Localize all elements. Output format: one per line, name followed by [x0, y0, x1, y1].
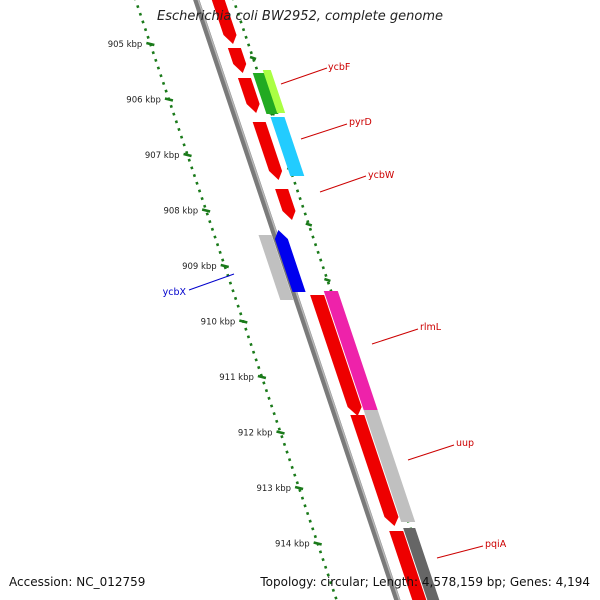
accession-text: Accession: NC_012759 [9, 575, 146, 589]
scale-tick-label: 910 kbp [201, 318, 236, 328]
gene-arrow [310, 295, 362, 416]
genome-backbone [193, 0, 401, 600]
scale-tick [313, 541, 322, 546]
scale-tick-label: 909 kbp [182, 262, 217, 272]
gene-label-leader [300, 123, 348, 140]
scale-tick-inner [323, 277, 331, 283]
gene-label: rlmL [420, 322, 442, 333]
scale-tick [276, 430, 285, 435]
gene-label: pqiA [485, 539, 507, 550]
scale-tick-inner [249, 55, 257, 61]
scale-tick-label: 906 kbp [126, 96, 161, 106]
scale-tick-label: 913 kbp [256, 484, 291, 494]
gene-label: ycbF [328, 62, 350, 73]
scale-tick [294, 485, 304, 491]
gene-pyrD-arrow [270, 117, 305, 176]
scale-tick [146, 41, 155, 47]
gene-pqiA-arrow [403, 528, 440, 600]
scale-tick-label: 907 kbp [145, 151, 180, 161]
gene-arrow [252, 122, 283, 180]
gene-ycbF-arrow-light [262, 70, 286, 113]
genome-backbone-highlight [197, 0, 401, 600]
topology-text: Topology: circular; Length: 4,578,159 bp… [260, 575, 590, 589]
gene-arrow [350, 415, 399, 526]
gene-arrow [227, 48, 247, 73]
scale-tick-label: 914 kbp [275, 540, 310, 550]
scale-track-outer [134, 0, 338, 600]
gene-label-leader [280, 67, 328, 85]
scale-tick-label: 912 kbp [238, 429, 273, 439]
scale-tick [183, 152, 192, 158]
gene-label-leader [407, 444, 455, 461]
gene-arrow [237, 78, 260, 113]
scale-tick [164, 97, 174, 102]
gene-grey-arrow [258, 235, 294, 300]
gene-label: ycbX [163, 287, 187, 298]
scale-tick [257, 374, 267, 380]
gene-label-leader [319, 175, 367, 193]
gene-ycbF-arrow [252, 73, 279, 114]
genome-title: Escherichia coli BW2952, complete genome [157, 9, 443, 24]
gene-label: pyrD [349, 117, 372, 128]
gene-uup-arrow [363, 410, 416, 522]
scale-tick-label: 908 kbp [163, 207, 198, 217]
gene-label: uup [456, 438, 474, 449]
gene-arrow [211, 0, 237, 44]
gene-label-leader [436, 545, 484, 559]
gene-label-leader [188, 273, 235, 291]
scale-tick-label: 911 kbp [219, 373, 254, 383]
scale-tick [201, 208, 211, 213]
scale-tick [238, 319, 248, 324]
gene-rlmL-arrow [323, 291, 378, 410]
scale-tick-inner [305, 222, 313, 227]
gene-label-leader [371, 328, 419, 345]
gene-label: ycbW [368, 170, 395, 181]
gene-arrow [275, 189, 296, 220]
scale-tick-label: 905 kbp [108, 40, 143, 50]
scale-tick [220, 263, 230, 269]
gene-ycbX-arrow [274, 230, 306, 292]
gene-arrow [389, 531, 427, 600]
